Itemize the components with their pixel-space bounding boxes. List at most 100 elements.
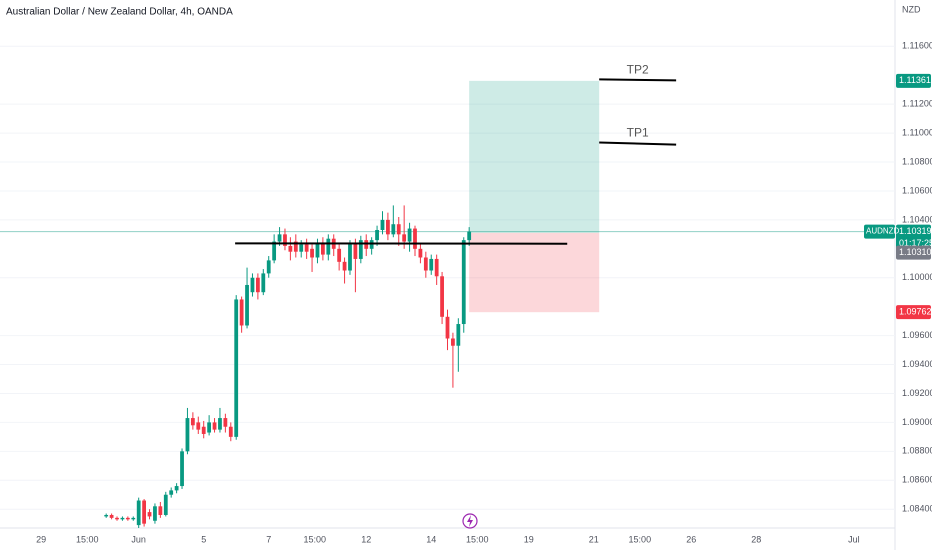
candle-body [310,248,314,258]
x-tick-label: 15:00 [629,534,652,544]
candle-body [407,228,412,242]
candle-body [348,244,352,271]
candle-body [239,299,244,326]
candle-body [234,299,239,437]
candle-body [207,422,212,433]
candle-body [418,248,423,258]
y-tick-label: 1.10000 [902,272,932,282]
axes: 1.08400 1.08600 1.08800 1.09000 1.09200 1.094… [36,41,932,545]
candle-body [386,219,390,235]
position-profit-zone [469,80,600,233]
candle-body [304,244,309,252]
entry-badge-label: 1.10310 [899,247,932,257]
candle-body [358,240,363,259]
trend-line [599,141,677,146]
candle-body [272,241,277,261]
candle-body [467,231,472,241]
line-label: TP1 [627,126,649,140]
symbol-badge [864,224,895,239]
currency-label: NZD [902,4,921,14]
candle-body [293,241,298,252]
candle-body [391,224,396,235]
x-tick-label: 21 [589,534,599,544]
candle-body [283,234,287,246]
line-label: TP2 [627,63,649,77]
candle-body [201,426,206,434]
candle-body [115,517,119,520]
candle-body [131,517,136,520]
candle-body [180,451,184,487]
last-price-badge [896,224,931,251]
candle-body [320,243,325,255]
candle-body [380,219,385,231]
replay-icon[interactable] [462,513,478,529]
candle-body [429,258,434,271]
x-tick-label: Jul [848,534,860,544]
candle-body [413,228,417,249]
countdown: 01:17:25 [899,238,932,248]
target-badge [896,73,931,88]
candle-body [163,494,168,515]
candle-body [434,258,439,277]
x-tick-label: 19 [524,534,534,544]
candle-body [223,418,228,427]
candle-body [158,506,163,515]
candle-body [212,422,217,430]
y-tick-label: 1.11600 [902,41,932,51]
candle-body [440,276,444,317]
x-tick-label: 14 [426,534,436,544]
x-tick-label: 15:00 [304,534,327,544]
candle-body [299,244,304,252]
last-price-badge-label: 1.10319 [899,226,932,236]
candle-body [396,224,401,235]
x-tick-label: 26 [686,534,696,544]
stop-badge-label: 1.09762 [899,307,932,317]
candle-body [125,517,130,520]
x-tick-label: 29 [36,534,46,544]
candle-body [261,273,266,293]
candle-body [342,261,347,271]
symbol-label: AUDNZD [866,227,900,236]
y-tick-label: 1.09200 [902,388,932,398]
candle-body [353,244,358,259]
stop-badge [896,305,931,320]
candle-body [250,277,255,293]
candle-body [456,324,461,346]
target-badge-label: 1.11361 [899,75,931,85]
candle-body [196,422,201,430]
entry-badge [896,245,931,260]
candle-body [142,500,147,524]
candle-body [326,238,331,255]
candle-body [109,514,114,518]
candle-body [445,316,450,339]
y-tick-label: 1.08800 [902,446,932,456]
x-tick-label: 15:00 [76,534,99,544]
plot-area: TP1 TP2 [0,63,895,528]
y-tick-label: 1.09400 [902,359,932,369]
y-tick-label: 1.10400 [902,214,932,224]
candle-body [185,418,190,452]
candle-body [174,486,179,491]
candle-body [153,506,157,521]
icon-bolt [467,515,473,527]
x-tick-label: Jun [131,534,146,544]
trend-line [599,78,677,82]
candle-body [147,512,152,517]
candle-body [402,234,407,242]
candle-body [169,490,174,495]
candle-body [136,500,141,526]
chart-title: Australian Dollar / New Zealand Dollar, … [6,7,233,18]
y-tick-label: 1.09600 [902,330,932,340]
candle-body [337,248,342,262]
candle-body [423,257,428,271]
candle-body [375,230,379,241]
candle-body [228,426,233,437]
x-tick-label: 15:00 [466,534,489,544]
x-tick-label: 12 [361,534,371,544]
candle-body [218,418,222,430]
candle-body [245,284,249,326]
x-tick-label: 28 [751,534,761,544]
candle-body [266,260,271,274]
candle-body [190,418,195,426]
